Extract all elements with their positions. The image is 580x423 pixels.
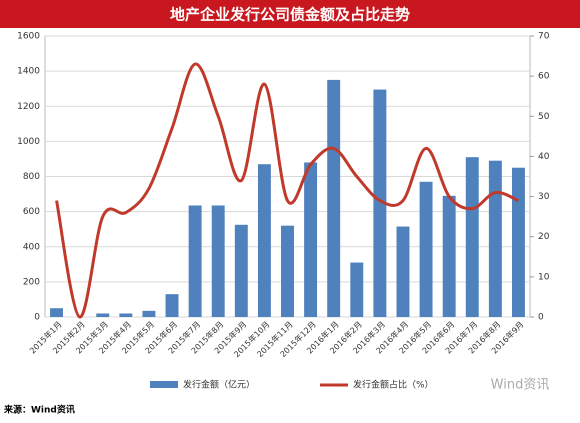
y-tick-label: 0	[34, 313, 40, 323]
bar	[234, 224, 248, 317]
y2-tick-label: 0	[538, 313, 544, 323]
legend-swatch	[150, 381, 178, 388]
bar	[419, 181, 433, 317]
logo: Wind资讯	[491, 378, 550, 393]
bar	[257, 164, 271, 317]
y2-tick-label: 60	[538, 72, 550, 82]
y-tick-label: 1600	[17, 32, 40, 42]
y2-tick-label: 70	[538, 32, 550, 42]
bar	[488, 160, 502, 317]
y-tick-label: 600	[23, 207, 40, 217]
y-tick-label: 1400	[17, 67, 40, 77]
y2-tick-label: 50	[538, 112, 550, 122]
bar	[188, 205, 202, 317]
bar	[327, 79, 341, 317]
y-tick-label: 800	[23, 172, 40, 182]
y2-tick-label: 30	[538, 192, 550, 202]
bar	[211, 205, 225, 317]
source: 来源：Wind资讯	[3, 404, 75, 416]
bar	[142, 310, 156, 317]
bar	[442, 195, 456, 317]
title-banner	[0, 0, 580, 28]
bar	[373, 89, 387, 317]
y-tick-label: 400	[23, 242, 40, 252]
bar	[396, 226, 410, 317]
bar	[465, 157, 479, 317]
legend-label: 发行金额占比（%）	[353, 379, 434, 391]
y2-tick-label: 10	[538, 272, 550, 282]
chart-title: 地产企业发行公司债金额及占比走势	[170, 6, 410, 24]
bar	[119, 313, 133, 317]
bar	[50, 308, 64, 317]
legend-label: 发行金额（亿元）	[183, 379, 255, 391]
bar	[304, 162, 318, 317]
bar	[165, 294, 179, 317]
bar	[96, 313, 110, 317]
y2-tick-label: 40	[538, 152, 550, 162]
y-tick-label: 1000	[17, 137, 40, 147]
y-tick-label: 1200	[17, 102, 40, 112]
y2-tick-label: 20	[538, 232, 550, 242]
bar	[350, 262, 364, 317]
y-tick-label: 200	[23, 277, 40, 287]
bar	[281, 225, 294, 317]
bar	[511, 167, 525, 317]
line	[55, 62, 520, 319]
